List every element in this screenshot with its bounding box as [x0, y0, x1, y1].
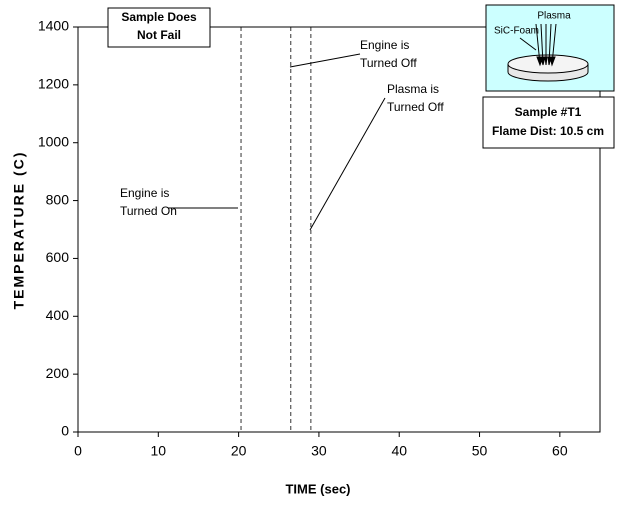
y-tick-label: 0: [61, 423, 69, 439]
annotation: Engine is: [360, 38, 409, 52]
y-tick-label: 200: [46, 365, 70, 381]
inset-arrows: [519, 23, 557, 67]
y-tick-label: 800: [46, 191, 70, 207]
annotation: Engine is: [120, 186, 169, 200]
x-tick-label: 30: [311, 443, 327, 459]
y-tick-label: 600: [46, 249, 70, 265]
x-tick-label: 0: [74, 443, 82, 459]
inset-caption: Flame Dist: 10.5 cm: [492, 124, 604, 138]
y-tick-label: 1000: [38, 133, 69, 149]
y-axis-label: TEMPERATURE (C): [11, 151, 27, 310]
x-tick-label: 20: [231, 443, 247, 459]
annotation: Plasma is: [387, 82, 439, 96]
annotation: Sample Does: [121, 10, 197, 24]
y-tick-label: 1400: [38, 18, 69, 34]
annotation: Not Fail: [137, 28, 181, 42]
inset-label: Plasma: [537, 11, 571, 22]
plot-frame: [77, 26, 601, 433]
leader-lines: [168, 53, 386, 231]
annotation-box: [107, 7, 211, 48]
x-tick-label: 50: [472, 443, 488, 459]
x-tick-label: 10: [151, 443, 167, 459]
inset-label: SiC-Foam: [494, 26, 539, 37]
annotation: Turned Off: [360, 56, 417, 70]
y-tick-label: 1200: [38, 76, 69, 92]
inset-caption: Sample #T1: [515, 105, 582, 119]
inset-caption-box: [482, 96, 615, 149]
x-tick-label: 40: [391, 443, 407, 459]
inset-disk-top: [507, 54, 589, 74]
annotation: Turned Off: [387, 100, 444, 114]
x-axis-label: TIME (sec): [285, 481, 350, 496]
annotation: Turned On: [120, 204, 177, 218]
x-tick-label: 60: [552, 443, 568, 459]
y-tick-label: 400: [46, 307, 70, 323]
